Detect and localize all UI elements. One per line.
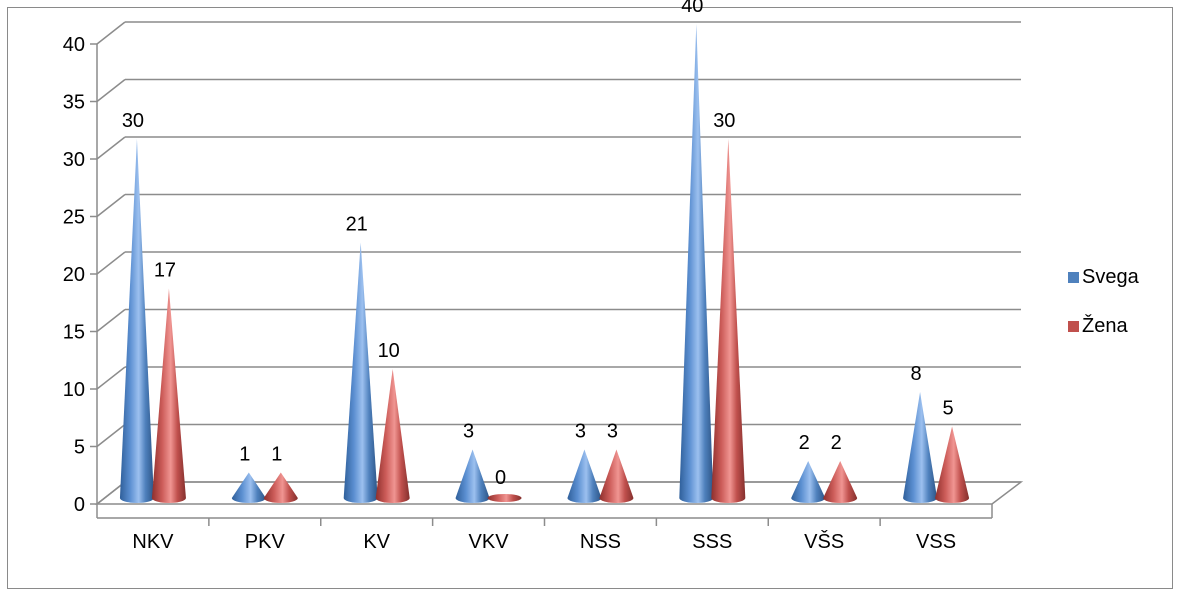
y-tick-label: 40: [63, 34, 85, 56]
data-label: 21: [346, 214, 368, 236]
gridline-connector: [96, 21, 126, 45]
legend-label-svega: Svega: [1082, 266, 1140, 288]
gridline-connector: [96, 308, 126, 333]
data-label: 3: [607, 421, 618, 443]
cone-svega: [455, 449, 490, 503]
y-tick-label: 15: [63, 322, 85, 344]
data-label: 30: [122, 110, 144, 132]
y-tick-label: 20: [63, 264, 85, 286]
cone-svega: [343, 242, 378, 503]
x-tick-label: NSS: [580, 531, 621, 553]
gridline-connector: [96, 193, 126, 218]
cone-žena: [935, 426, 970, 503]
cone-žena: [263, 472, 298, 503]
cone-žena: [823, 461, 858, 503]
data-label: 2: [799, 432, 810, 454]
cone-svega: [119, 139, 154, 503]
gridline-connector: [96, 251, 126, 275]
data-label: 3: [575, 421, 586, 443]
cone-žena: [487, 494, 522, 502]
gridline-connector: [96, 366, 126, 390]
cone-svega: [903, 392, 938, 503]
y-tick-label: 35: [63, 92, 85, 114]
cone-žena: [599, 449, 634, 503]
data-label: 0: [495, 467, 506, 489]
cone-žena: [375, 369, 410, 503]
cone-svega: [791, 461, 826, 503]
cone-svega: [679, 24, 714, 503]
data-label: 1: [271, 444, 282, 466]
data-label: 30: [713, 110, 735, 132]
data-label: 2: [831, 432, 842, 454]
cone-žena: [711, 139, 746, 503]
data-label: 1: [239, 444, 250, 466]
y-tick-label: 0: [74, 494, 85, 516]
gridline-connector: [96, 78, 126, 103]
cone-svega: [231, 472, 266, 503]
floor: [94, 481, 1024, 505]
data-label: 3: [463, 421, 474, 443]
x-tick-label: VŠS: [804, 530, 844, 553]
x-tick-label: VKV: [469, 531, 510, 553]
gridline-connector: [96, 423, 126, 448]
x-tick-label: VSS: [916, 531, 956, 553]
gridline-connector: [96, 136, 126, 160]
x-tick-label: SSS: [692, 531, 732, 553]
data-label: 40: [681, 0, 703, 17]
legend-swatch-svega: [1068, 272, 1079, 283]
y-tick-label: 10: [63, 379, 85, 401]
x-tick-label: PKV: [245, 531, 286, 553]
data-label: 8: [911, 363, 922, 385]
cone-žena: [151, 288, 186, 503]
legend-label-žena: Žena: [1082, 314, 1128, 337]
data-label: 5: [943, 398, 954, 420]
y-tick-label: 25: [63, 207, 85, 229]
y-tick-label: 5: [74, 437, 85, 459]
grid-layer: [96, 21, 1021, 505]
data-label: 10: [378, 340, 400, 362]
legend-swatch-žena: [1068, 321, 1079, 332]
y-tick-label: 30: [63, 149, 85, 171]
x-tick-label: NKV: [132, 531, 174, 553]
data-label: 17: [154, 260, 176, 282]
cone-layer: [119, 24, 970, 503]
legend: Svega Žena: [1068, 266, 1140, 337]
x-tick-label: KV: [363, 531, 390, 553]
cone-svega: [567, 449, 602, 503]
